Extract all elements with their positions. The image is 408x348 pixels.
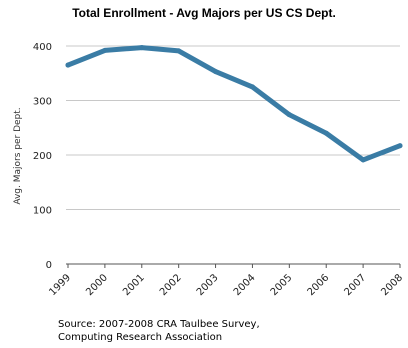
y-tick-label: 400 <box>33 42 52 53</box>
data-point <box>286 112 292 118</box>
y-tick-label: 100 <box>33 206 52 217</box>
x-tick-label: 2004 <box>232 272 258 298</box>
line-chart: 0 100 200 300 400 1999 2000 2001 2002 2003 2004 20… <box>13 42 405 298</box>
data-point <box>397 143 403 149</box>
source-note: Source: 2007-2008 CRA Taulbee Survey, Co… <box>58 318 260 344</box>
x-tick-label: 2006 <box>306 272 332 298</box>
data-point <box>360 157 366 163</box>
x-tick-label: 2002 <box>158 272 184 298</box>
x-tick-label: 2008 <box>379 272 405 298</box>
data-point <box>102 47 108 53</box>
chart-title: Total Enrollment - Avg Majors per US CS … <box>72 6 336 20</box>
data-point <box>213 69 219 75</box>
x-tick-label: 2003 <box>195 272 221 298</box>
y-tick-label: 0 <box>46 260 52 271</box>
x-tick-label: 2007 <box>342 272 368 298</box>
x-tick-label: 2005 <box>269 272 295 298</box>
source-line-2: Computing Research Association <box>58 332 223 343</box>
data-point <box>176 48 182 54</box>
data-point <box>249 84 255 90</box>
x-tick-label: 2000 <box>84 272 110 298</box>
data-point <box>323 130 329 136</box>
y-tick-label: 300 <box>33 97 52 108</box>
series-line <box>65 45 403 163</box>
data-point <box>65 62 71 68</box>
source-line-1: Source: 2007-2008 CRA Taulbee Survey, <box>58 319 260 330</box>
y-tick-label: 200 <box>33 151 52 162</box>
y-axis-label: Avg. Majors per Dept. <box>13 107 23 204</box>
data-point <box>139 45 145 51</box>
x-tick-label: 1999 <box>47 272 73 298</box>
x-tick-label: 2001 <box>121 272 147 298</box>
